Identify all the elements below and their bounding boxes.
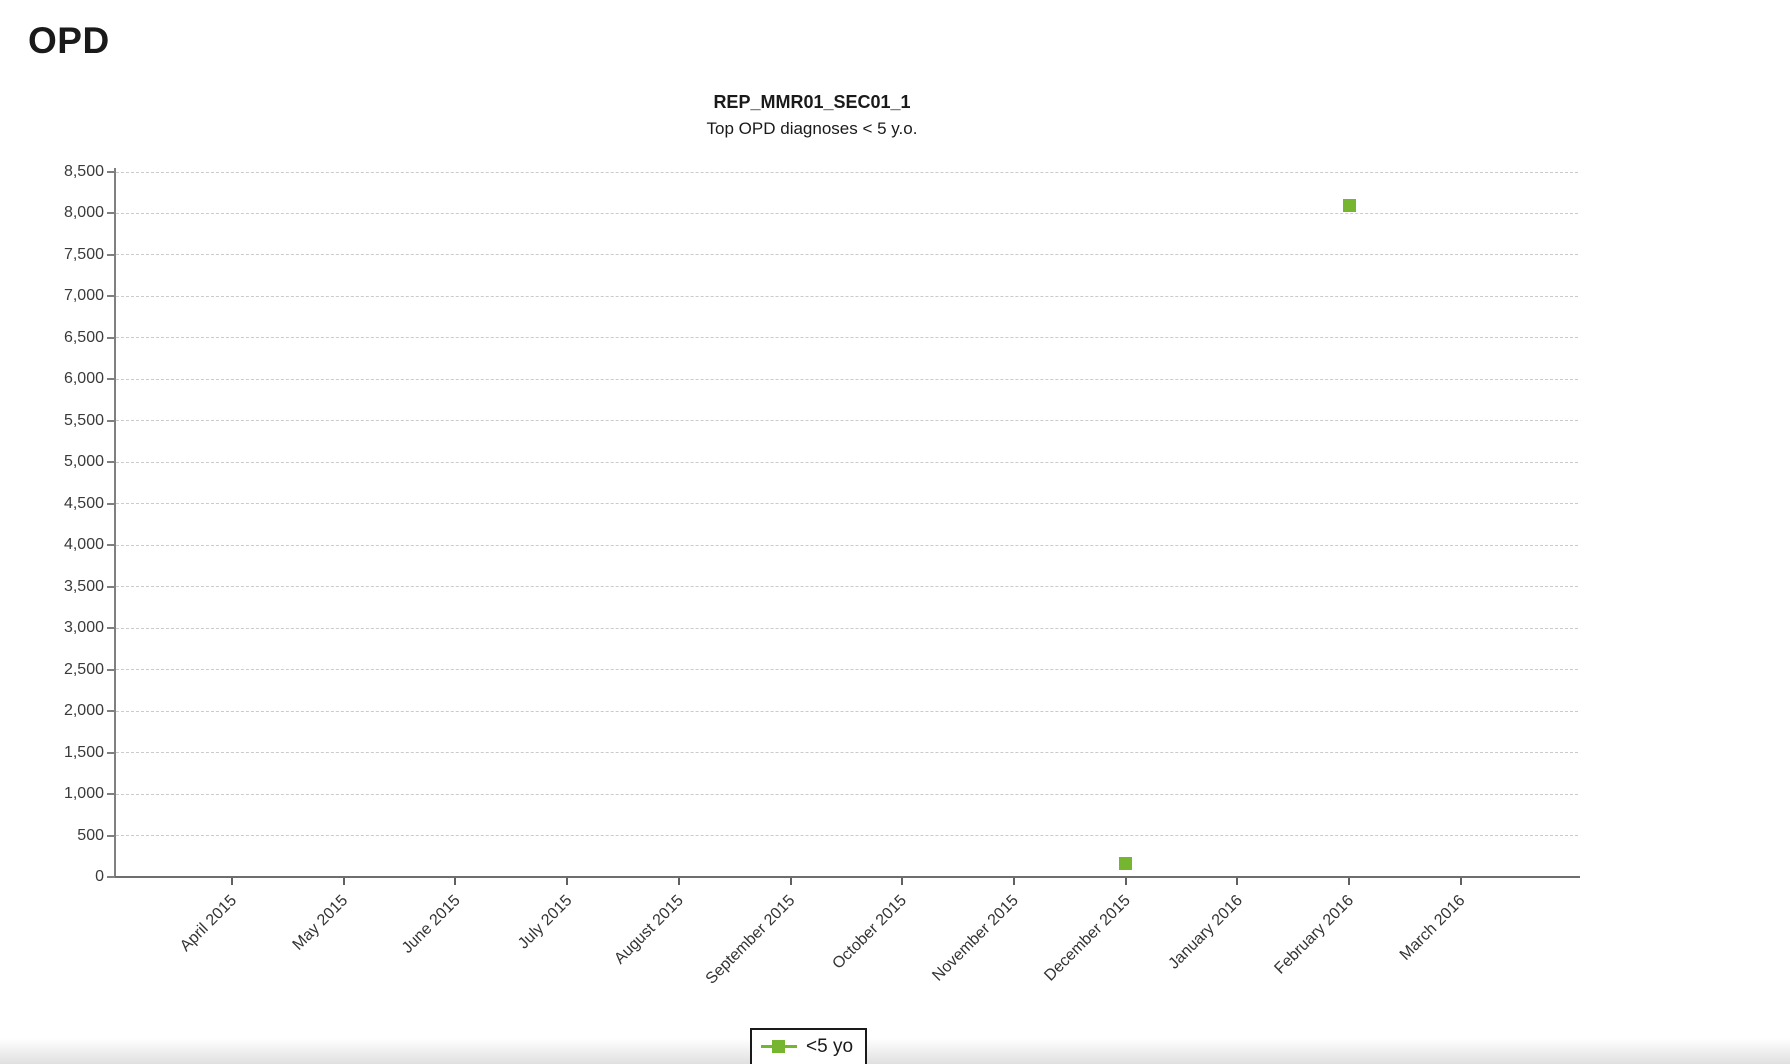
y-gridline <box>116 586 1578 588</box>
x-axis-tick <box>1348 878 1351 885</box>
legend-square-icon <box>772 1040 785 1053</box>
y-axis-label: 6,000 <box>63 370 104 388</box>
y-axis-label: 2,500 <box>63 660 104 678</box>
y-axis-tick <box>107 710 115 713</box>
y-axis-tick <box>107 834 115 837</box>
legend-series-label: <5 yo <box>806 1036 854 1057</box>
y-gridline <box>116 710 1578 712</box>
x-axis-label-text: October 2015 <box>829 892 911 973</box>
y-axis-tick <box>107 876 115 878</box>
x-axis-label-text: January 2016 <box>1164 892 1246 973</box>
x-axis-label-text: June 2015 <box>398 892 464 957</box>
y-axis-label: 2,000 <box>63 702 104 720</box>
y-axis-label: 3,000 <box>63 619 104 637</box>
y-axis-line <box>114 168 116 878</box>
y-axis-label: 1,000 <box>63 785 104 803</box>
y-axis-tick <box>107 544 115 547</box>
y-axis-tick <box>107 461 115 464</box>
x-axis-tick <box>677 878 680 885</box>
y-axis-tick <box>107 171 115 173</box>
y-axis-tick <box>107 502 115 505</box>
y-axis-tick <box>107 336 115 339</box>
y-axis-label: 1,500 <box>63 743 104 761</box>
x-axis-tick <box>901 878 904 885</box>
legend-box: <5 yo <box>750 1028 868 1064</box>
y-axis-label: 5,500 <box>63 411 104 429</box>
x-axis-tick <box>231 878 233 885</box>
y-gridline <box>116 627 1578 629</box>
y-axis-tick <box>107 751 115 754</box>
x-axis-line <box>114 876 1580 878</box>
y-axis-tick <box>107 793 115 796</box>
x-axis-tick <box>342 878 345 885</box>
y-axis-label: 8,000 <box>63 204 104 222</box>
y-axis-label: 7,000 <box>63 287 104 305</box>
y-gridline <box>116 212 1578 214</box>
data-point-marker <box>1342 198 1356 212</box>
x-axis-label-text: August 2015 <box>611 892 687 968</box>
x-axis-label-text: February 2016 <box>1271 892 1358 978</box>
y-axis-label: 0 <box>95 868 104 885</box>
y-gridline <box>116 793 1578 795</box>
x-axis-tick <box>1236 878 1239 885</box>
x-axis-tick <box>789 878 792 885</box>
x-axis-label-text: September 2015 <box>702 892 799 988</box>
x-axis-tick <box>454 878 457 885</box>
y-axis-tick <box>107 295 115 298</box>
y-axis-label: 7,500 <box>63 245 104 263</box>
data-point-marker <box>1119 857 1133 871</box>
x-axis-label-text: May 2015 <box>290 892 352 954</box>
y-axis-tick <box>107 627 115 630</box>
y-gridline <box>116 254 1578 256</box>
y-axis-label: 6,500 <box>63 328 104 346</box>
y-gridline <box>116 420 1578 422</box>
y-axis-tick <box>107 253 115 256</box>
x-axis-label-text: July 2015 <box>514 892 576 953</box>
y-axis-label: 8,500 <box>63 163 104 180</box>
y-gridline <box>116 378 1578 380</box>
y-axis-label: 5,000 <box>63 453 104 471</box>
y-axis-tick <box>107 668 115 671</box>
y-gridline <box>116 337 1578 339</box>
legend-series-marker-icon <box>761 1039 797 1054</box>
y-axis-tick <box>107 212 115 215</box>
x-axis-label-text: November 2015 <box>929 892 1023 985</box>
chart-subtitle: Top OPD diagnoses < 5 y.o. <box>706 119 918 138</box>
x-axis-label-text: December 2015 <box>1041 892 1134 985</box>
y-axis-label: 3,500 <box>63 577 104 595</box>
x-axis-tick <box>1013 878 1016 885</box>
y-gridline <box>116 544 1578 546</box>
y-gridline <box>116 752 1578 754</box>
x-axis-tick <box>1124 878 1127 885</box>
chart-title: REP_MMR01_SEC01_1 <box>713 92 911 112</box>
bottom-fade-band <box>0 1038 1790 1064</box>
x-axis-tick <box>1459 878 1462 885</box>
page-heading: OPD <box>28 20 110 61</box>
y-gridline <box>116 835 1578 837</box>
y-axis-tick <box>107 585 115 588</box>
y-gridline <box>116 669 1578 671</box>
y-gridline <box>116 295 1578 297</box>
y-gridline <box>116 171 1578 173</box>
y-axis-label: 4,000 <box>63 536 104 554</box>
y-axis-label: 4,500 <box>63 494 104 512</box>
y-gridline <box>116 461 1578 463</box>
y-gridline <box>116 503 1578 505</box>
y-axis-tick <box>107 419 115 422</box>
y-axis-label: 500 <box>77 826 104 844</box>
x-axis-label-text: April 2015 <box>177 892 241 955</box>
x-axis-tick <box>566 878 569 885</box>
y-axis-tick <box>107 378 115 381</box>
x-axis-label-text: March 2016 <box>1397 892 1469 964</box>
